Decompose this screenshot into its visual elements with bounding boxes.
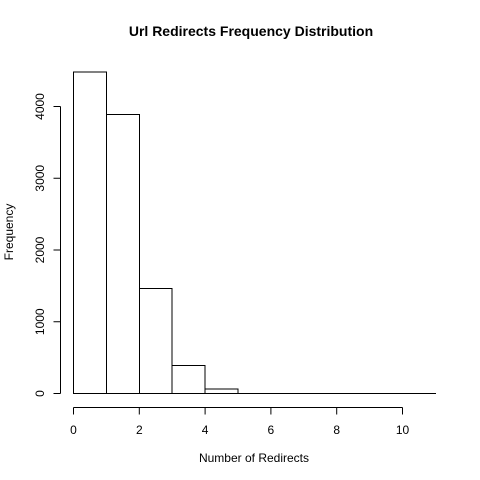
y-tick-label-2: 2000 — [33, 236, 47, 263]
y-tick-label-0: 0 — [33, 390, 47, 397]
x-tick-label-3: 6 — [268, 423, 275, 437]
x-tick-label-5: 10 — [396, 423, 410, 437]
histogram-bar-1 — [105, 113, 140, 395]
histogram-bar-2 — [138, 288, 173, 395]
x-tick-label-4: 8 — [333, 423, 340, 437]
y-axis-label: Frequency — [2, 204, 16, 261]
y-axis: 0 1000 2000 3000 4000 — [33, 93, 61, 397]
y-tick-label-3: 3000 — [33, 165, 47, 192]
x-tick-label-1: 2 — [136, 423, 143, 437]
bars-group — [73, 71, 436, 395]
chart-title: Url Redirects Frequency Distribution — [129, 23, 373, 39]
histogram-bar-4 — [204, 388, 239, 395]
histogram-bar-3 — [171, 365, 206, 394]
x-tick-label-2: 4 — [202, 423, 209, 437]
x-tick-label-0: 0 — [70, 423, 77, 437]
y-tick-label-4: 4000 — [33, 93, 47, 120]
histogram-bar-0 — [73, 71, 107, 394]
x-axis: 0 2 4 6 8 10 — [70, 407, 410, 437]
y-tick-label-1: 1000 — [33, 308, 47, 335]
x-axis-label: Number of Redirects — [199, 451, 309, 465]
